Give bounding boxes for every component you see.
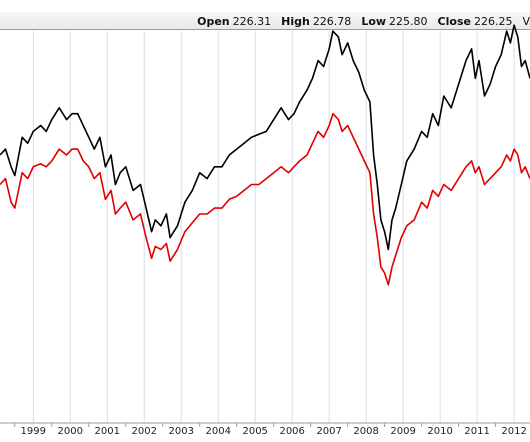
x-axis: 1999 2000 2001 2002 2003 2004 2005 2006 2007 2008… bbox=[14, 423, 527, 437]
series-line-red bbox=[0, 112, 530, 286]
ohlc-readout: Open 226.31 High 226.78 Low 225.80 Close 226… bbox=[197, 14, 530, 30]
chart-series bbox=[0, 24, 530, 286]
x-tick-label-2009: 2009 bbox=[390, 426, 415, 437]
x-tick-label-2004: 2004 bbox=[205, 426, 230, 437]
ohlc-info-bar bbox=[0, 12, 530, 30]
ohlc-high: High 226.78 bbox=[281, 15, 352, 28]
x-tick-label-2010: 2010 bbox=[427, 426, 452, 437]
ohlc-open: Open 226.31 bbox=[197, 15, 272, 28]
x-tick-label-2008: 2008 bbox=[353, 426, 378, 437]
x-tick-label-2005: 2005 bbox=[242, 426, 267, 437]
chart-gridlines bbox=[32, 31, 515, 423]
series-line-black bbox=[0, 24, 530, 251]
x-tick-label-2000: 2000 bbox=[58, 426, 83, 437]
ohlc-truncated-label: V bbox=[522, 15, 530, 28]
x-tick-label-2003: 2003 bbox=[169, 426, 194, 437]
ohlc-close: Close 226.25 bbox=[437, 15, 513, 28]
x-tick-label-2012: 2012 bbox=[501, 426, 526, 437]
x-tick-label-2011: 2011 bbox=[464, 426, 489, 437]
x-tick-label-2002: 2002 bbox=[132, 426, 157, 437]
x-tick-label-2001: 2001 bbox=[95, 426, 120, 437]
ohlc-low: Low 225.80 bbox=[361, 15, 428, 28]
chart-top-margin bbox=[0, 0, 530, 12]
x-tick-label-1999: 1999 bbox=[21, 426, 46, 437]
x-tick-label-2006: 2006 bbox=[279, 426, 304, 437]
x-tick-label-2007: 2007 bbox=[316, 426, 341, 437]
